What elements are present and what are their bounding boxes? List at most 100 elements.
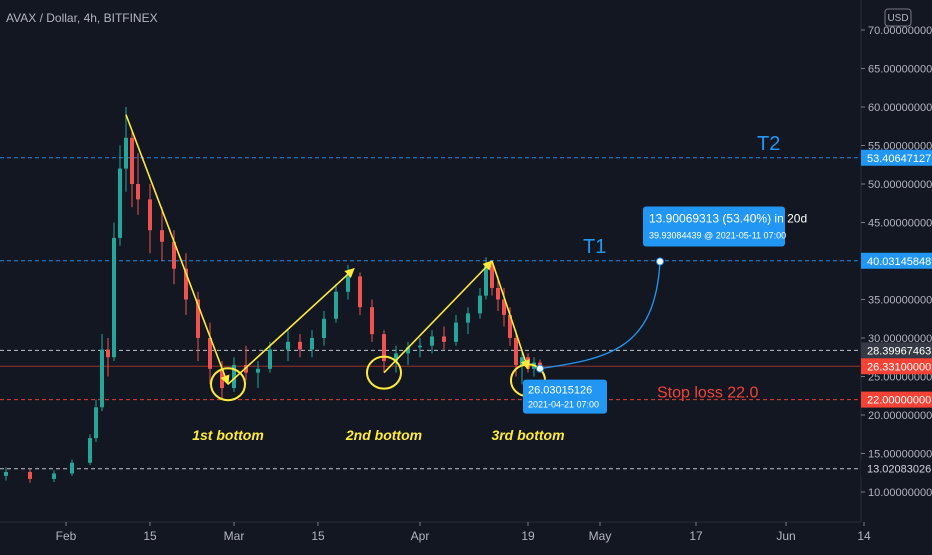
candle-body	[244, 364, 248, 373]
candle-body	[310, 338, 314, 350]
candle-body	[196, 299, 200, 338]
y-tick-label: 15.00000000	[868, 449, 932, 461]
candle-body	[514, 338, 518, 365]
x-tick-label: 17	[689, 529, 703, 543]
t2-label: T2	[757, 133, 780, 155]
candle	[148, 184, 152, 254]
candle	[496, 276, 500, 312]
candle-body	[358, 276, 362, 308]
candle-body	[520, 357, 524, 365]
candle-body	[268, 349, 272, 369]
candle	[418, 338, 422, 358]
y-tick-label: 65.00000000	[868, 64, 932, 76]
y-tick-label: 55.00000000	[868, 141, 932, 153]
candle	[4, 467, 8, 481]
candle	[286, 330, 290, 362]
candle-body	[394, 353, 398, 362]
candle-body	[160, 230, 164, 242]
projection-change-text: 13.90069313 (53.40%) in 20d	[649, 212, 807, 226]
projection-start-value: 26.03015126	[528, 385, 592, 397]
x-tick-label: Jun	[776, 529, 795, 543]
projection-end-handle[interactable]	[656, 257, 664, 266]
candle-body	[136, 184, 140, 200]
candle	[442, 326, 446, 350]
candle-body	[100, 349, 104, 408]
y-tick-label: 70.00000000	[868, 25, 932, 37]
candle-body	[454, 322, 458, 342]
candle-body	[208, 338, 212, 369]
candle-body	[382, 334, 386, 362]
currency-button[interactable]: USD	[884, 8, 912, 27]
x-tick-label: 14	[857, 529, 871, 543]
price-tag-label-t2: 53.40647127	[867, 153, 931, 165]
candle	[28, 468, 32, 483]
trend-arrow-3	[383, 260, 493, 374]
candle	[466, 307, 470, 335]
candle-body	[70, 462, 74, 474]
candle	[358, 272, 362, 315]
candle-body	[406, 347, 410, 354]
candle-body	[496, 287, 500, 300]
price-tag-stop	[861, 391, 932, 408]
candle	[88, 434, 92, 466]
price-tag-low	[861, 460, 932, 477]
projection-target-box	[643, 206, 785, 247]
candle-body	[112, 237, 116, 358]
candle-body	[430, 336, 434, 346]
x-tick-label: May	[589, 529, 612, 543]
candle-body	[484, 264, 488, 296]
price-tag-label-stop: 22.00000000	[867, 395, 931, 407]
price-tag-t1	[861, 252, 932, 269]
candle-body	[322, 318, 326, 338]
candle-body	[286, 341, 290, 350]
candle	[430, 330, 434, 354]
y-tick-label: 50.00000000	[868, 179, 932, 191]
candle-body	[88, 438, 92, 463]
projection-target-text: 39.93084439 @ 2021-05-11 07:00	[649, 231, 786, 241]
price-tag-label-mid: 28.39967463	[867, 345, 931, 357]
candle-body	[4, 471, 8, 476]
y-tick-label: 60.00000000	[868, 102, 932, 114]
x-tick-label: 19	[521, 529, 535, 543]
currency-button-label: USD	[887, 13, 908, 24]
candle	[454, 314, 458, 346]
candle	[94, 399, 98, 442]
candle-body	[442, 336, 446, 342]
bottom-label-3: 3rd bottom	[491, 427, 564, 443]
candle	[382, 330, 386, 373]
projection-start-callout: 26.03015126 2021-04-21 07:00	[523, 379, 607, 414]
candle-body	[334, 291, 338, 319]
y-tick-label: 45.00000000	[868, 218, 932, 230]
candle-body	[106, 349, 110, 358]
candle-body	[370, 307, 374, 335]
candle	[70, 459, 74, 476]
candle-body	[502, 299, 506, 315]
candle	[244, 345, 248, 381]
x-tick-label: Apr	[411, 529, 430, 543]
candle	[184, 253, 188, 315]
candle	[298, 334, 302, 358]
candle	[130, 130, 134, 208]
candle-body	[478, 295, 482, 314]
candle	[106, 338, 110, 377]
candle-body	[52, 473, 56, 479]
stop-loss-label: Stop loss 22.0	[657, 385, 759, 402]
candle-body	[28, 471, 32, 479]
candle	[370, 299, 374, 342]
price-tag-label-last: 26.33100000	[867, 361, 931, 373]
candle-body	[184, 268, 188, 300]
candle-body	[118, 168, 122, 238]
candle	[310, 330, 314, 358]
candle-body	[130, 137, 134, 184]
trend-arrow-1	[125, 114, 230, 386]
y-tick-label: 35.00000000	[868, 295, 932, 307]
y-tick-label: 25.00000000	[868, 372, 932, 384]
trend-arrow-2	[227, 268, 355, 385]
x-tick-label: 15	[311, 529, 325, 543]
candle	[322, 311, 326, 346]
candle-body	[256, 368, 260, 373]
projection-start-handle[interactable]	[536, 364, 544, 373]
price-tag-label-t1: 40.03145848	[867, 256, 931, 268]
